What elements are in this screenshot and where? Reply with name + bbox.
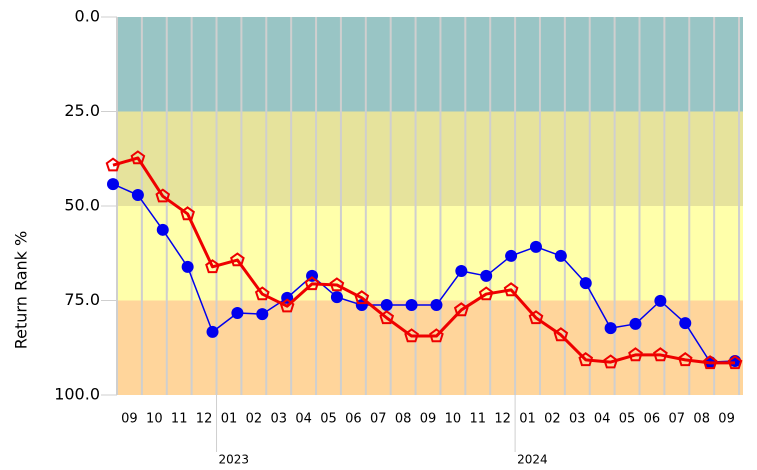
point <box>256 308 269 321</box>
point <box>181 260 194 273</box>
point <box>329 277 345 292</box>
point <box>529 240 542 253</box>
point <box>528 310 544 325</box>
x-tick-label: 03 <box>569 412 586 427</box>
point <box>702 355 718 370</box>
point <box>429 328 444 343</box>
x-tick-label: 02 <box>246 412 263 427</box>
point <box>230 252 245 267</box>
y-tick-label: 50.0 <box>64 196 100 215</box>
point <box>330 291 343 304</box>
point <box>480 269 493 282</box>
point <box>553 327 569 342</box>
x-tick-label: 06 <box>644 412 661 427</box>
x-tick-label: 05 <box>320 412 337 427</box>
point <box>130 150 146 165</box>
point <box>279 298 295 313</box>
x-tick-label: 07 <box>370 412 387 427</box>
point <box>405 299 418 312</box>
band <box>117 17 743 112</box>
x-tick-label: 07 <box>669 412 686 427</box>
x-tick-label: 09 <box>420 412 437 427</box>
year-label: 2023 <box>219 453 250 467</box>
y-tick-label: 25.0 <box>64 101 100 120</box>
point <box>380 299 393 312</box>
x-tick-label: 10 <box>445 412 462 427</box>
band <box>117 300 743 395</box>
point <box>478 286 494 301</box>
point <box>654 294 667 307</box>
x-tick-label: 11 <box>171 412 188 427</box>
band <box>117 206 743 301</box>
point <box>603 354 618 369</box>
point <box>677 352 693 367</box>
point <box>579 277 592 290</box>
x-tick-label: 06 <box>345 412 362 427</box>
point <box>404 328 419 343</box>
x-tick-label: 11 <box>469 412 486 427</box>
band <box>117 111 743 206</box>
point <box>503 282 519 297</box>
point <box>156 223 169 236</box>
point <box>604 322 617 335</box>
point <box>304 276 320 291</box>
point <box>629 317 642 330</box>
x-tick-label: 12 <box>494 412 511 427</box>
point <box>107 178 119 191</box>
point <box>578 352 594 367</box>
x-tick-label: 04 <box>594 412 611 427</box>
x-tick-label: 09 <box>718 412 735 427</box>
x-tick-label: 12 <box>196 412 213 427</box>
point <box>505 249 518 262</box>
point <box>105 157 121 172</box>
y-tick-label: 75.0 <box>64 290 100 309</box>
point <box>455 265 468 278</box>
point <box>131 189 144 202</box>
point <box>205 259 220 274</box>
point <box>354 290 370 305</box>
x-tick-label: 03 <box>270 412 287 427</box>
point <box>430 299 443 312</box>
point <box>231 306 244 319</box>
x-tick-label: 08 <box>693 412 710 427</box>
x-tick-label: 08 <box>395 412 412 427</box>
x-tick-label: 02 <box>544 412 561 427</box>
x-tick-label: 01 <box>221 412 238 427</box>
point <box>180 206 195 221</box>
point <box>155 188 171 203</box>
year-label: 2024 <box>517 453 548 467</box>
point <box>679 317 692 330</box>
x-tick-label: 04 <box>295 412 312 427</box>
y-tick-label: 0.0 <box>75 7 100 26</box>
point <box>453 302 469 317</box>
point <box>628 347 643 362</box>
x-tick-label: 10 <box>146 412 163 427</box>
point <box>554 249 567 262</box>
x-tick-label: 01 <box>519 412 536 427</box>
point <box>653 347 668 362</box>
point <box>727 355 743 370</box>
y-tick-label: 100.0 <box>54 385 100 404</box>
x-tick-label: 05 <box>619 412 636 427</box>
x-tick-label: 09 <box>121 412 138 427</box>
point <box>379 310 395 325</box>
y-axis-label: Return Rank % <box>12 231 31 349</box>
point <box>254 286 270 301</box>
point <box>206 325 219 338</box>
